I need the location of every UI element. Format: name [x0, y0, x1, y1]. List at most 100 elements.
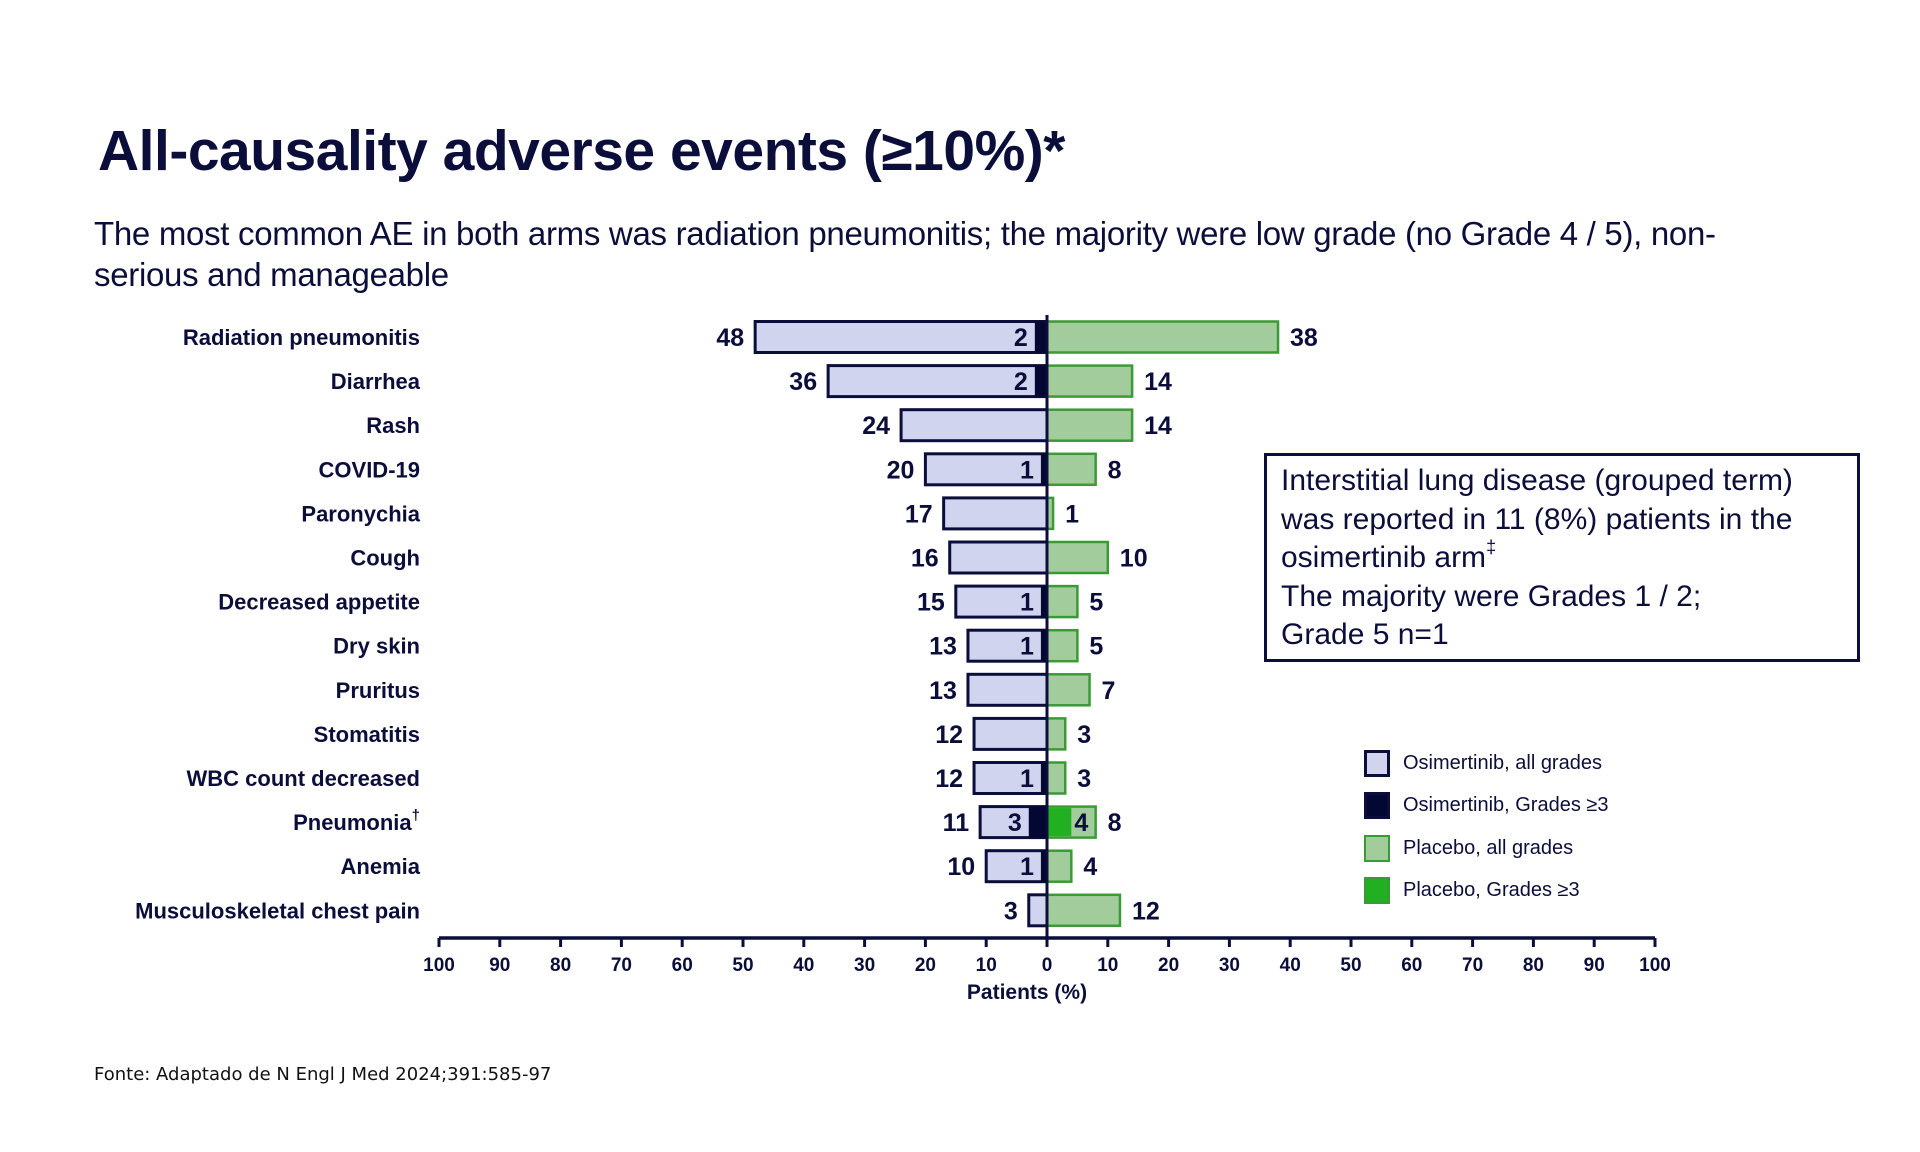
callout-line-text: osimertinib arm: [1281, 541, 1487, 574]
x-tick-label: 50: [1340, 955, 1361, 976]
bar-osimertinib-all-grades: [954, 584, 1049, 619]
legend-swatch: [1364, 877, 1390, 905]
value-label-osimertinib-grade3: 2: [1014, 324, 1028, 352]
value-label-placebo-all: 14: [1144, 368, 1172, 396]
bar-placebo-all-grades: [1045, 893, 1122, 928]
value-label-osimertinib-grade3: 1: [1020, 456, 1034, 484]
x-tick-label: 40: [1280, 955, 1301, 976]
legend-label: Osimertinib, Grades ≥3: [1403, 794, 1609, 817]
bar-osimertinib-all-grades: [942, 496, 1049, 531]
value-label-osimertinib-all: 12: [935, 721, 963, 749]
callout-line: was reported in 11 (8%) patients in the: [1281, 502, 1793, 536]
legend-item-osimertinib-all: Osimertinib, all grades: [1364, 742, 1609, 785]
legend-item-osimertinib-g3: Osimertinib, Grades ≥3: [1364, 785, 1609, 828]
page-subtitle: The most common AE in both arms was radi…: [94, 215, 1716, 293]
category-label: Paronychia: [301, 501, 420, 526]
legend-label: Placebo, all grades: [1403, 836, 1574, 859]
value-label-osimertinib-grade3: 2: [1014, 368, 1028, 396]
category-label: Radiation pneumonitis: [183, 325, 420, 350]
bar-osimertinib-all-grades: [966, 628, 1049, 663]
callout-line: Interstitial lung disease (grouped term): [1281, 464, 1793, 497]
x-axis-title: Patients (%): [967, 981, 1087, 1004]
bar-osimertinib-all-grades: [948, 540, 1049, 575]
bar-placebo-grade3: [1047, 808, 1072, 837]
page-title: All-causality adverse events (≥10%)*: [98, 119, 1065, 183]
legend-label: Placebo, Grades ≥3: [1403, 879, 1580, 902]
category-label: COVID-19: [319, 457, 420, 482]
value-label-osimertinib-all: 15: [917, 589, 945, 617]
value-label-placebo-all: 10: [1120, 545, 1148, 573]
value-label-osimertinib-all: 16: [911, 545, 939, 573]
bar-placebo-all-grades: [1045, 673, 1091, 707]
legend-label: Osimertinib, all grades: [1403, 751, 1602, 774]
x-tick-label: 30: [854, 955, 875, 976]
bar-osimertinib-grade3: [1040, 453, 1047, 485]
category-label: Decreased appetite: [218, 590, 420, 615]
value-label-osimertinib-all: 17: [905, 500, 933, 528]
category-label: Pneumonia†: [293, 807, 420, 835]
value-label-osimertinib-all: 13: [929, 633, 957, 661]
bar-placebo-all-grades: [1045, 849, 1073, 883]
x-tick-label: 80: [550, 955, 571, 976]
x-tick-label: 90: [1584, 955, 1605, 976]
value-label-placebo-all: 7: [1102, 677, 1116, 705]
chart-legend: Osimertinib, all grades Osimertinib, Gra…: [1364, 742, 1609, 912]
category-label: Dry skin: [333, 634, 420, 659]
legend-swatch: [1364, 792, 1390, 820]
value-label-placebo-all: 1: [1065, 500, 1079, 528]
bar-osimertinib-all-grades: [753, 320, 1049, 354]
value-label-osimertinib-grade3: 1: [1020, 589, 1034, 617]
category-label: Musculoskeletal chest pain: [135, 898, 420, 923]
value-label-placebo-grade3: 4: [1074, 809, 1088, 837]
bar-osimertinib-grade3: [1040, 586, 1047, 618]
value-label-osimertinib-all: 11: [943, 809, 970, 837]
x-tick-label: 50: [732, 955, 753, 976]
category-label: Pruritus: [336, 678, 420, 703]
x-tick-label: 60: [1401, 955, 1422, 976]
bar-placebo-all-grades: [1045, 408, 1134, 442]
value-label-placebo-all: 38: [1290, 324, 1318, 352]
value-label-placebo-all: 3: [1077, 721, 1091, 749]
value-label-osimertinib-all: 36: [789, 368, 817, 396]
value-label-placebo-all: 5: [1089, 589, 1103, 617]
value-label-osimertinib-all: 3: [1004, 897, 1018, 925]
ild-callout-box: Interstitial lung disease (grouped term)…: [1264, 453, 1860, 662]
x-tick-label: 20: [1158, 955, 1179, 976]
bar-osimertinib-all-grades: [966, 672, 1049, 707]
value-label-placebo-all: 5: [1089, 633, 1103, 661]
category-label: Cough: [350, 546, 420, 571]
x-tick-label: 100: [1639, 955, 1671, 976]
x-tick-label: 90: [489, 955, 510, 976]
category-label: WBC count decreased: [187, 766, 421, 791]
x-tick-label: 20: [915, 955, 936, 976]
category-label: Anemia: [341, 854, 421, 879]
footnote-mark: ‡: [1486, 537, 1497, 557]
callout-line: The majority were Grades 1 / 2;: [1281, 579, 1702, 613]
bar-osimertinib-all-grades: [899, 408, 1049, 443]
x-tick-label: 70: [611, 955, 632, 976]
x-tick-label: 40: [793, 955, 814, 976]
value-label-placebo-all: 12: [1132, 897, 1160, 925]
source-footnote: Fonte: Adaptado de N Engl J Med 2024;391…: [94, 1064, 552, 1085]
value-label-osimertinib-all: 24: [862, 412, 890, 440]
bar-placebo-all-grades: [1045, 628, 1079, 663]
x-tick-label: 10: [976, 955, 997, 976]
bar-placebo-all-grades: [1045, 761, 1067, 795]
bar-osimertinib-all-grades: [1027, 893, 1049, 928]
legend-item-placebo-g3: Placebo, Grades ≥3: [1364, 870, 1609, 913]
bar-osimertinib-all-grades: [972, 761, 1049, 795]
x-tick-label: 80: [1523, 955, 1544, 976]
value-label-placebo-all: 8: [1108, 456, 1122, 484]
x-tick-label: 0: [1042, 955, 1053, 976]
bar-osimertinib-grade3: [1040, 850, 1047, 882]
callout-line: Grade 5 n=1: [1281, 618, 1449, 651]
bar-osimertinib-all-grades: [923, 452, 1049, 487]
callout-line: osimertinib arm‡: [1281, 537, 1857, 578]
bar-osimertinib-all-grades: [984, 849, 1049, 884]
category-footnote-mark: †: [412, 807, 420, 824]
bar-placebo-all-grades: [1045, 540, 1110, 575]
value-label-osimertinib-all: 20: [887, 456, 915, 484]
value-label-placebo-all: 14: [1144, 412, 1172, 440]
x-tick-label: 10: [1097, 955, 1118, 976]
